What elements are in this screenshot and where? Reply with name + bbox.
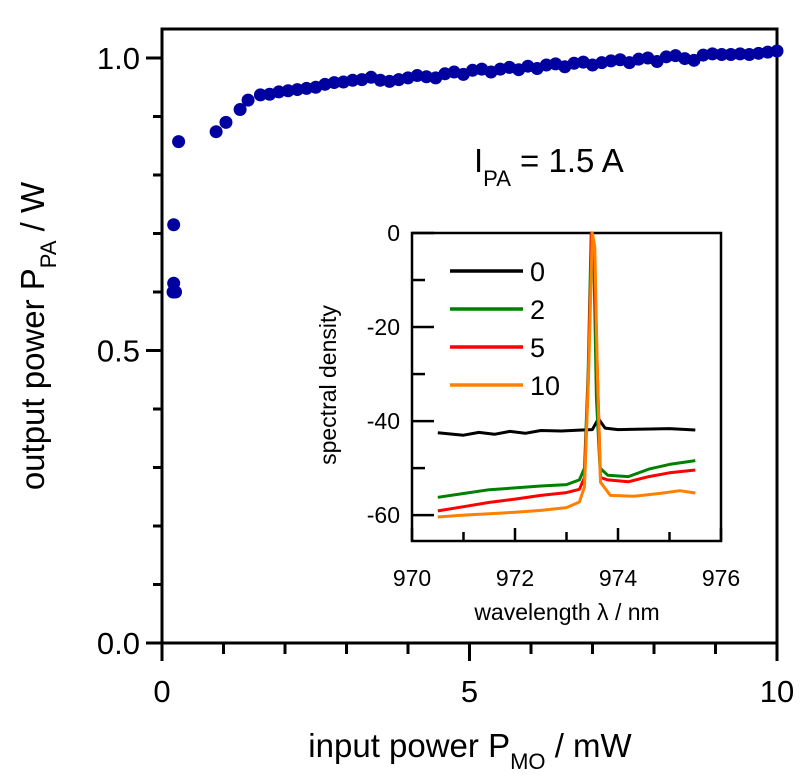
data-point <box>209 125 223 139</box>
data-point <box>167 218 181 232</box>
data-point <box>172 135 186 149</box>
x-axis-label: input power PMO / mW <box>308 727 632 774</box>
inset-legend: 0 2 5 10 <box>450 257 560 401</box>
inset-y-tick-label: 0 <box>387 220 400 246</box>
data-point <box>241 93 255 107</box>
inset-y-axis-label: spectral density <box>315 305 341 465</box>
data-point <box>167 276 181 290</box>
inset-x-tick-label: 976 <box>702 565 740 591</box>
x-tick-label: 5 <box>461 674 478 709</box>
inset-x-tick-label: 974 <box>599 565 638 591</box>
y-tick-label: 0.5 <box>97 334 140 369</box>
current-annotation: IPA = 1.5 A <box>474 142 624 191</box>
data-point <box>346 73 360 87</box>
data-point <box>770 44 784 58</box>
series-line-0 <box>437 417 696 437</box>
data-point <box>724 47 738 61</box>
inset-x-tick-label: 972 <box>496 565 534 591</box>
data-point <box>327 76 341 90</box>
series-line-10 <box>437 231 696 519</box>
legend-label: 10 <box>530 371 560 401</box>
legend-label: 0 <box>530 257 545 287</box>
legend-label: 2 <box>530 295 545 325</box>
inset-frame <box>410 231 723 543</box>
legend-label: 5 <box>530 333 545 363</box>
data-point <box>253 88 267 102</box>
y-tick-label: 1.0 <box>97 41 140 76</box>
x-tick-label: 10 <box>760 674 794 709</box>
inset-plot: 970 972 974 976 -60 -40 -20 0 wavelength λ / nm s… <box>315 220 740 625</box>
data-point <box>733 47 747 61</box>
inset-y-tick-label: -60 <box>367 502 400 528</box>
data-point <box>219 115 233 129</box>
y-axis-label: output power PPA / W <box>14 181 61 490</box>
y-tick-label: 0.0 <box>97 626 140 661</box>
data-point <box>705 47 719 61</box>
main-plot: 0 5 10 0.0 0.5 1.0 input power PMO / mW output … <box>14 27 794 774</box>
data-point <box>233 102 247 116</box>
inset-y-tick-label: -20 <box>367 314 400 340</box>
x-tick-label: 0 <box>153 674 170 709</box>
inset-x-axis-label: wavelength λ / nm <box>473 599 659 625</box>
inset-x-tick-label: 970 <box>393 565 431 591</box>
data-point <box>715 47 729 61</box>
inset-y-tick-label: -40 <box>367 408 400 434</box>
